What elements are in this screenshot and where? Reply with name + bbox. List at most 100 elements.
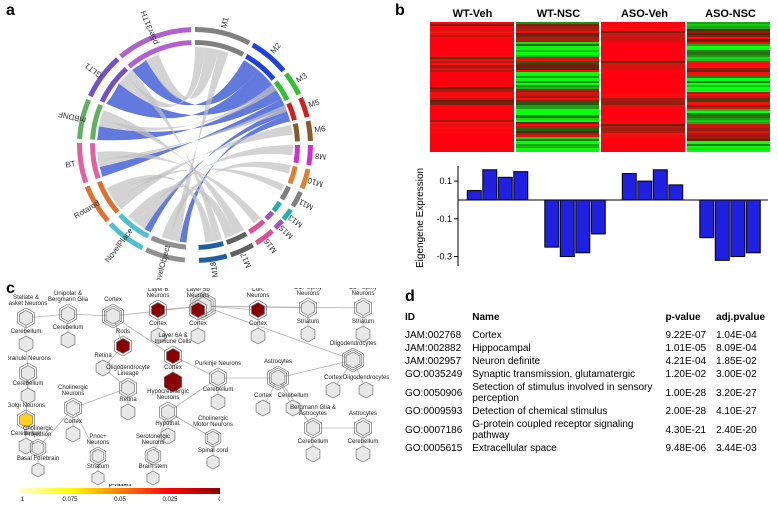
heatmap [430, 22, 770, 152]
table-cell: 1.04E-04 [716, 329, 775, 342]
hex-node-label: Cerebellum [13, 381, 44, 387]
hex-node [152, 303, 165, 318]
eigengene-barchart: -0.3-0.10.1 [430, 162, 770, 272]
hex-node [306, 446, 320, 462]
svg-text:0.1: 0.1 [20, 497, 25, 502]
chord-sector-label: BT [65, 159, 77, 170]
hex-node-label: Brain stem [139, 464, 168, 470]
hex-node [22, 366, 35, 381]
pvalue-colorbar: 0.10.0750.050.0250p-values [20, 484, 220, 502]
hex-node [121, 404, 135, 420]
hex-edge [203, 306, 353, 360]
hex-node-label: Cerebellum [203, 387, 234, 393]
chord-sector-label: M8 [314, 151, 326, 161]
hex-node [256, 400, 270, 416]
hex-node-label: Cortex [249, 321, 267, 327]
hex-node-label: Oligodendrocytes [343, 375, 390, 381]
table-row: GO:0035249Synaptic transmission, glutama… [405, 368, 775, 381]
hex-node [21, 388, 35, 404]
hex-node [212, 371, 225, 386]
hex-node-label: Retina [94, 353, 112, 359]
hex-node-label: Purkinje Neurons [195, 361, 241, 367]
hex-node-label: Retina [119, 397, 137, 403]
table-cell: GO:0050906 [405, 381, 472, 405]
eigengene-bar [498, 177, 512, 200]
table-cell: 1.01E-05 [666, 342, 717, 355]
svg-text:-0.3: -0.3 [436, 252, 452, 262]
chord-sector-label: M6 [314, 124, 327, 134]
hex-node [20, 311, 33, 326]
hex-node [271, 370, 285, 386]
panel-a: a M1M2M3M5M6M8M10M11M13M15M16M17M18Novel… [0, 0, 370, 280]
table-header: adj.pvalue [716, 310, 775, 329]
hex-node [359, 382, 373, 398]
chord-diagram: M1M2M3M5M6M8M10M11M13M15M16M17M18NovelOb… [20, 10, 370, 280]
hex-node-label: Neurons [142, 440, 165, 446]
hex-node [117, 339, 130, 354]
table-row: JAM:002957Neuron definite4.21E-041.85E-0… [405, 355, 775, 368]
hex-node [301, 326, 315, 342]
table-cell: Cortex [472, 329, 665, 342]
hex-node [307, 421, 320, 436]
hex-node-label: Cerebellum [11, 329, 42, 335]
hex-node [147, 471, 159, 485]
hex-node [326, 382, 340, 398]
hex-node-label: Astrocytes [299, 411, 327, 417]
svg-text:0: 0 [218, 497, 220, 502]
eigengene-bar [731, 200, 745, 257]
table-row: JAM:002882Hippocampal1.01E-058.09E-04 [405, 342, 775, 355]
svg-text:0.05: 0.05 [114, 497, 126, 502]
chord-sector-label: NovelObject [152, 244, 172, 280]
table-cell: JAM:002768 [405, 329, 472, 342]
svg-text:-0.1: -0.1 [436, 214, 452, 224]
eigengene-bar [467, 191, 481, 200]
table-cell: 2.00E-28 [666, 405, 717, 418]
eigengene-bar [576, 200, 590, 253]
table-cell: 2.40E-20 [716, 418, 775, 442]
table-cell: 4.21E-04 [666, 355, 717, 368]
eigengene-bar [514, 172, 528, 200]
hex-node-label: Neurons [297, 291, 320, 297]
heatmap-column [687, 22, 771, 152]
hex-node-label: Astrocytes [349, 411, 377, 417]
table-cell: GO:0035249 [405, 368, 472, 381]
hex-node-label: Striatum [87, 464, 109, 470]
hex-node [92, 449, 104, 463]
table-cell: Hippocampal [472, 342, 665, 355]
table-cell: GO:0009593 [405, 405, 472, 418]
heatmap-column-label: WT-NSC [516, 8, 601, 20]
hex-node [357, 301, 370, 316]
hex-node-label: Cerebellum [278, 393, 309, 399]
hex-node [191, 328, 205, 344]
table-cell: 1.20E-02 [666, 368, 717, 381]
hex-node [106, 308, 120, 324]
hex-node [207, 455, 219, 469]
table-row: JAM:002768Cortex9.22E-071.04E-04 [405, 329, 775, 342]
table-header: ID [405, 310, 472, 329]
hex-node [147, 449, 159, 463]
table-row: GO:0005615Extracellular space9.48E-063.4… [405, 442, 775, 455]
heatmap-column-label: ASO-Veh [602, 8, 687, 20]
hex-node [251, 328, 265, 344]
table-cell: G-protein coupled receptor signaling pat… [472, 418, 665, 442]
panel-a-label: a [6, 2, 15, 20]
table-cell: 3.44E-03 [716, 442, 775, 455]
panel-d-label: d [405, 288, 415, 306]
panel-d: d IDNamep-valueadj.pvalue JAM:002768Cort… [405, 296, 775, 506]
svg-text:p-values: p-values [109, 484, 132, 488]
chord-sector-label: M3 [295, 71, 310, 85]
hex-tree: Stellate &Basket NeuronsCerebellumUnipol… [8, 288, 393, 488]
hex-node-label: Immune Cells [155, 339, 192, 345]
hex-node [252, 303, 265, 318]
hex-node [167, 349, 180, 364]
table-cell: 4.30E-21 [666, 418, 717, 442]
hex-node [92, 471, 104, 485]
hex-node [302, 301, 315, 316]
hex-node-label: Neurons [87, 440, 110, 446]
hex-node [122, 381, 135, 396]
hex-node-label: Neurons [352, 291, 375, 297]
table-header: p-value [666, 310, 717, 329]
table-cell: 9.22E-07 [666, 329, 717, 342]
hex-node-label: Neurons [62, 391, 85, 397]
hex-node-label: Golgi Neurons [8, 403, 45, 409]
